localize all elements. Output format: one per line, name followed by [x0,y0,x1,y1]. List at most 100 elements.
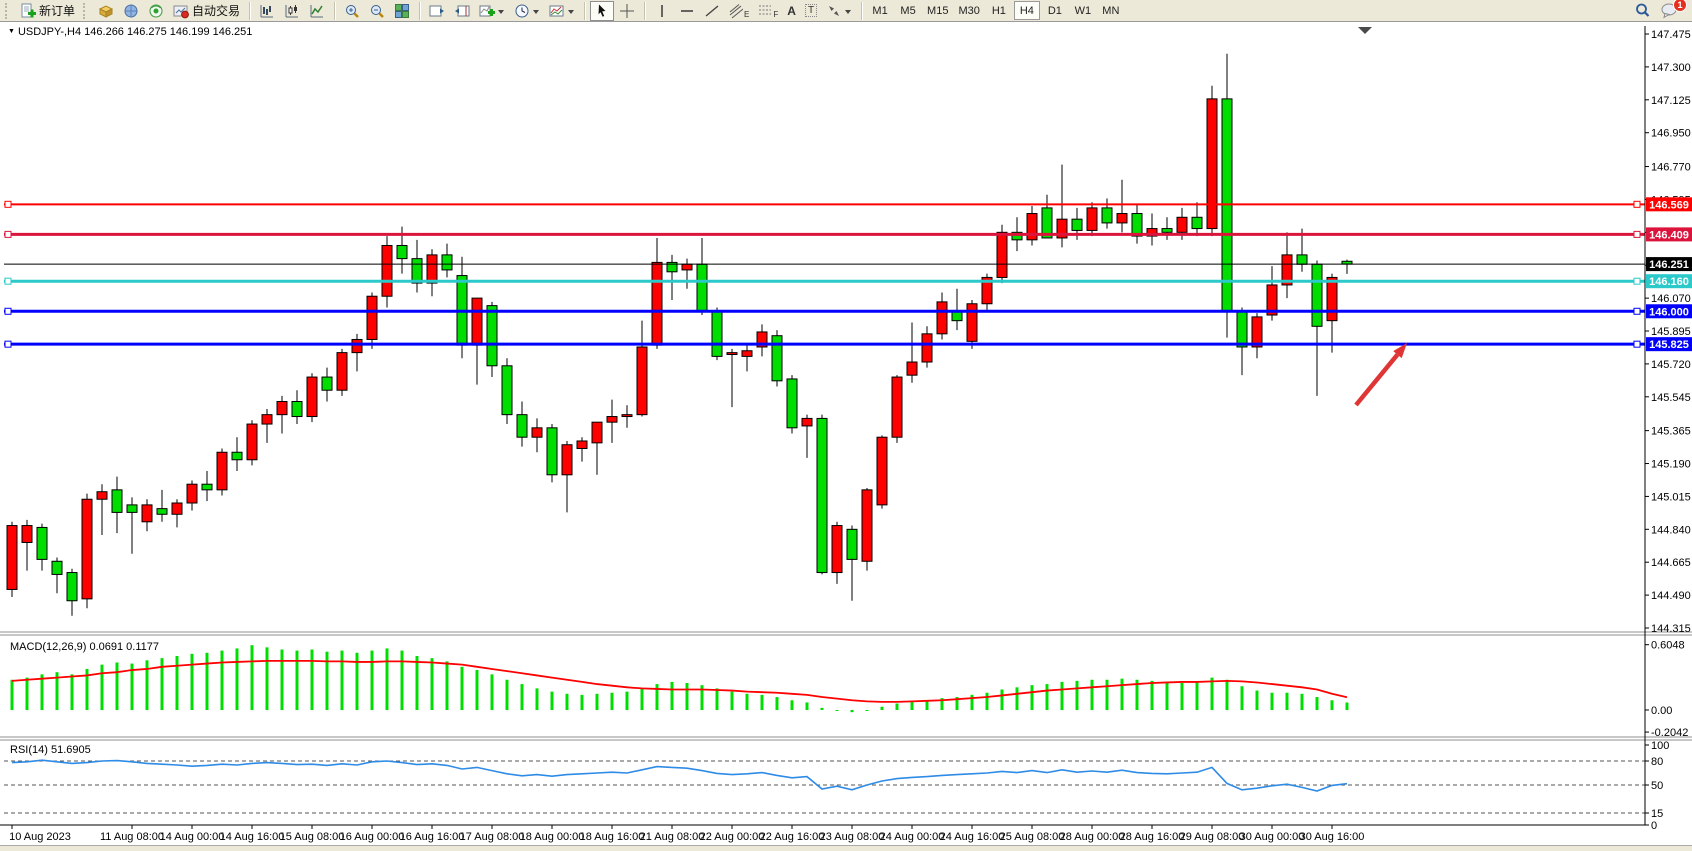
line-chart-mode-button[interactable] [305,1,329,21]
periods-button[interactable] [510,1,544,21]
signals-button[interactable] [144,1,168,21]
timeframe-MN[interactable]: MN [1098,1,1124,20]
timeframe-M5[interactable]: M5 [895,1,921,20]
channel-icon [729,3,744,19]
market-watch-button[interactable] [119,1,143,21]
templates-button[interactable] [545,1,579,21]
templates-gold-button[interactable] [94,1,118,21]
candle [366,295,378,340]
candle [1101,207,1113,224]
toolbar-grip [5,2,12,19]
svg-text:147.125: 147.125 [1651,95,1691,107]
toolbar-separator [334,1,336,20]
svg-text:23 Aug 08:00: 23 Aug 08:00 [820,831,885,843]
chart-window: 147.475 147.300 147.125 146.950 146.770 146.5… [0,22,1692,845]
timeframe-M15[interactable]: M15 [923,1,952,20]
svg-text:145.365: 145.365 [1651,426,1691,438]
equidistant-channel-tool-button[interactable]: E [725,1,753,21]
crosshair-tool-button[interactable] [615,1,639,21]
candle [381,244,393,297]
time-axis[interactable] [11,825,1333,829]
bar-chart-mode-button[interactable] [255,1,279,21]
horizontal-line-tool-button[interactable] [675,1,699,21]
svg-text:147.475: 147.475 [1651,29,1691,41]
candle [1026,213,1038,241]
candlestick-mode-button[interactable] [280,1,304,21]
svg-text:24 Aug 00:00: 24 Aug 00:00 [880,831,945,843]
candle [276,400,288,416]
auto-scroll-button[interactable] [425,1,449,21]
channel-glyph: E [744,9,750,19]
candle [636,346,648,416]
notification-count-badge: 1 [1673,0,1687,12]
template-chart-icon [549,3,565,19]
cursor-tool-button[interactable] [590,0,615,21]
candle [1086,207,1098,231]
svg-text:100: 100 [1651,740,1669,752]
toolbar: 新订单 自动交易 [0,0,1692,22]
price-badge [1646,337,1692,352]
candle [1281,254,1293,286]
timeframe-W1[interactable]: W1 [1070,1,1096,20]
symbol-title[interactable]: ▼ USDJPY-,H4 146.266 146.275 146.199 146.… [8,26,252,38]
search-button[interactable] [1630,1,1655,21]
candle [651,261,663,346]
candle [816,417,828,574]
candle [216,451,228,491]
svg-text:30 Aug 16:00: 30 Aug 16:00 [1300,831,1365,843]
svg-text:145.190: 145.190 [1651,459,1691,471]
shift-marker-icon[interactable] [1358,27,1372,34]
candle [1131,213,1143,237]
text-label-tool-button[interactable]: T [801,1,821,21]
toolbar-separator [584,1,586,20]
svg-text:146.000: 146.000 [1649,306,1689,318]
candle [321,376,333,391]
blue-globe-icon [123,3,139,19]
autotrading-button[interactable]: 自动交易 [169,1,244,21]
svg-text:10 Aug 2023: 10 Aug 2023 [9,831,71,843]
rsi-value: 51.6905 [50,744,91,756]
arrows-tool-button[interactable] [822,1,856,21]
toolbar-grip [83,2,90,19]
horizontal-line-icon [679,3,695,19]
svg-text:144.490: 144.490 [1651,590,1691,602]
fibonacci-tool-button[interactable]: F [754,1,782,21]
candle [111,489,123,513]
timeframe-H4[interactable]: H4 [1013,1,1040,20]
trendline-tool-button[interactable] [700,1,724,21]
candlestick-icon [284,3,300,19]
timeframe-M1[interactable]: M1 [867,1,893,20]
candle [516,414,528,438]
candle [741,350,753,357]
clock-icon [514,3,530,19]
vertical-line-tool-button[interactable] [650,1,674,21]
annotation-arrow[interactable] [1354,353,1400,407]
zoom-in-button[interactable] [340,1,364,21]
candle [546,427,558,476]
timeframe-H1[interactable]: H1 [986,1,1012,20]
candle [351,338,363,354]
vertical-line-icon [654,3,670,19]
timeframe-D1[interactable]: D1 [1042,1,1068,20]
svg-text:28 Aug 16:00: 28 Aug 16:00 [1120,831,1185,843]
tile-windows-button[interactable] [390,1,414,21]
timeframe-M30[interactable]: M30 [954,1,983,20]
indicators-button[interactable] [475,1,509,21]
notifications-button[interactable]: 1 [1656,0,1687,21]
line-chart-icon [309,3,325,19]
new-order-button[interactable]: 新订单 [16,1,79,21]
autotrading-label: 自动交易 [192,4,241,18]
candle [666,261,678,273]
candle [1191,216,1203,230]
chart-shift-button[interactable] [450,1,474,21]
candle [411,258,423,284]
tile-windows-icon [394,3,410,19]
chart-canvas[interactable]: 147.475 147.300 147.125 146.950 146.770 146.5… [0,22,1692,845]
price-lines[interactable] [4,200,1645,348]
svg-text:16 Aug 16:00: 16 Aug 16:00 [400,831,465,843]
zoom-out-button[interactable] [365,1,389,21]
candle [306,376,318,418]
candle [186,483,198,504]
bar-chart-icon [259,3,275,19]
text-tool-button[interactable]: A [783,1,800,21]
